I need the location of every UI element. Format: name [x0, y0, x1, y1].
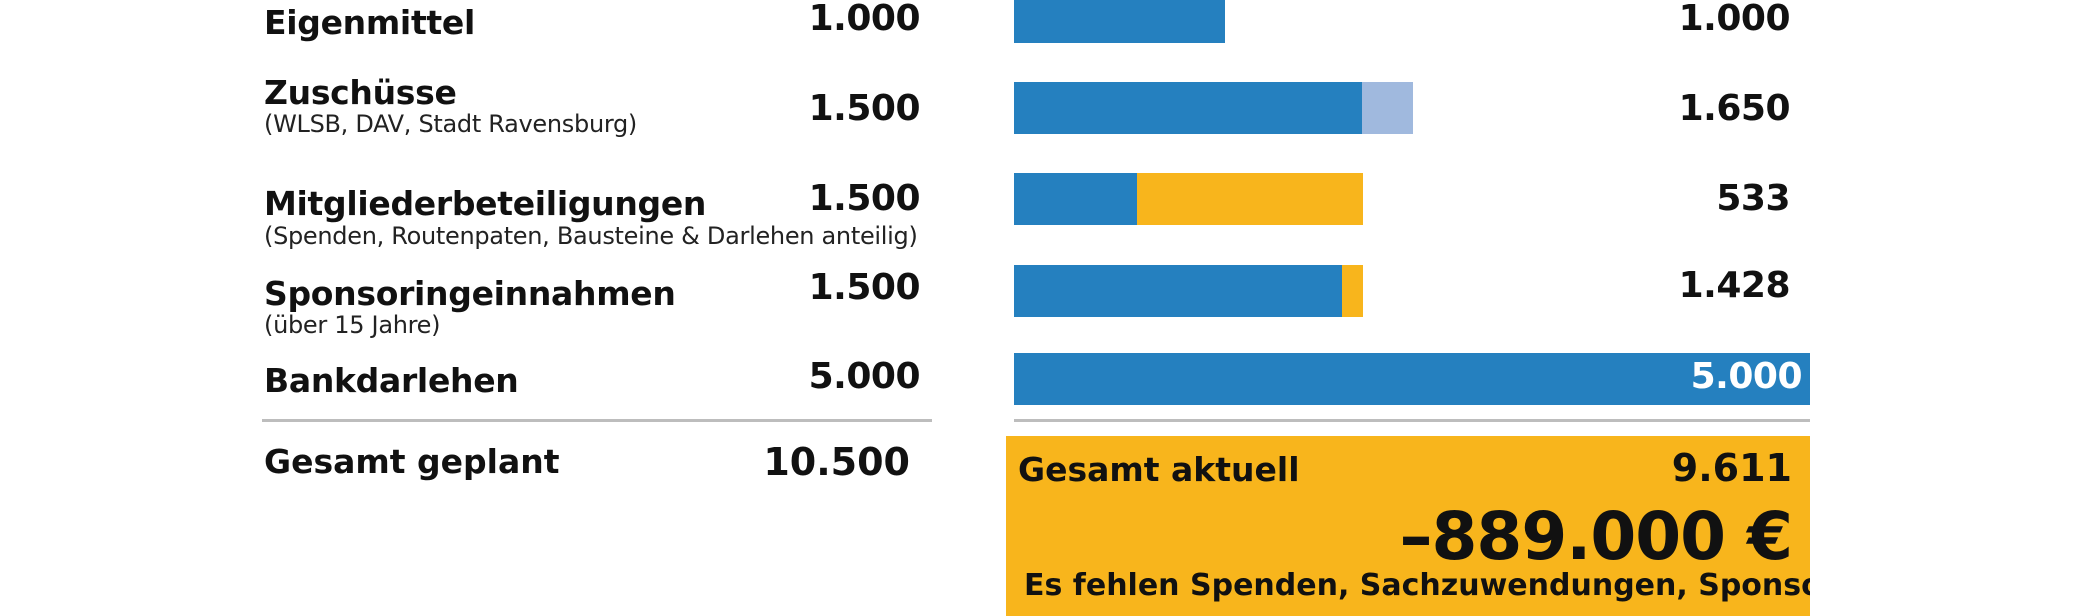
- row-label: Eigenmittel: [264, 3, 475, 42]
- total-actual-label: Gesamt aktuell: [1018, 450, 1300, 489]
- bar-segment-extra: [1342, 265, 1363, 317]
- deficit-value: –889.000 €: [1399, 498, 1793, 575]
- planned-value: 1.500: [808, 267, 921, 308]
- planned-value: 1.000: [808, 0, 921, 39]
- planned-value: 1.500: [808, 88, 921, 129]
- bar-segment-base: [1014, 82, 1362, 134]
- bar-segment-base: [1014, 173, 1137, 225]
- bar-segment-base: [1014, 353, 1810, 405]
- total-planned-value: 10.500: [763, 440, 910, 484]
- actual-value: 1.428: [1678, 265, 1791, 306]
- actual-value: 533: [1716, 178, 1790, 219]
- row-label: Zuschüsse: [264, 73, 457, 112]
- planned-value: 1.500: [808, 178, 921, 219]
- row-sublabel: (Spenden, Routenpaten, Bausteine & Darle…: [264, 222, 918, 250]
- row-sublabel: (WLSB, DAV, Stadt Ravensburg): [264, 110, 637, 138]
- bar-segment-base: [1014, 0, 1225, 43]
- divider-right: [1014, 419, 1810, 422]
- planned-value: 5.000: [808, 356, 921, 397]
- row-label: Mitgliederbeteiligungen: [264, 184, 707, 223]
- total-actual-value: 9.611: [1671, 446, 1792, 490]
- row-label: Bankdarlehen: [264, 361, 519, 400]
- total-planned-label: Gesamt geplant: [264, 442, 560, 481]
- bar-segment-extra: [1137, 173, 1363, 225]
- row-sublabel: (über 15 Jahre): [264, 311, 441, 339]
- actual-value: 5.000: [1690, 356, 1803, 397]
- bar-segment-extra: [1362, 82, 1413, 134]
- actual-value: 1.000: [1678, 0, 1791, 39]
- deficit-note: Es fehlen Spenden, Sachzuwendungen, Spon…: [1024, 568, 1810, 603]
- actual-value: 1.650: [1678, 88, 1791, 129]
- total-actual-box: Gesamt aktuell 9.611 –889.000 € Es fehle…: [1006, 436, 1810, 616]
- row-label: Sponsoringeinnahmen: [264, 274, 676, 313]
- divider-left: [262, 419, 932, 422]
- bar-segment-base: [1014, 265, 1342, 317]
